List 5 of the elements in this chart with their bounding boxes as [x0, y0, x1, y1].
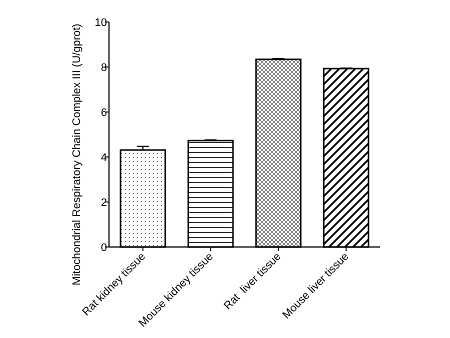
y-tick-label: 4: [100, 152, 107, 164]
y-tick-label: 2: [100, 196, 107, 209]
y-tick-label: 8: [100, 62, 107, 74]
y-tick-label: 10: [94, 16, 107, 29]
y-axis-title: Mitochondrial Respiratory Chain Complex III (U/gprot): [71, 24, 83, 286]
